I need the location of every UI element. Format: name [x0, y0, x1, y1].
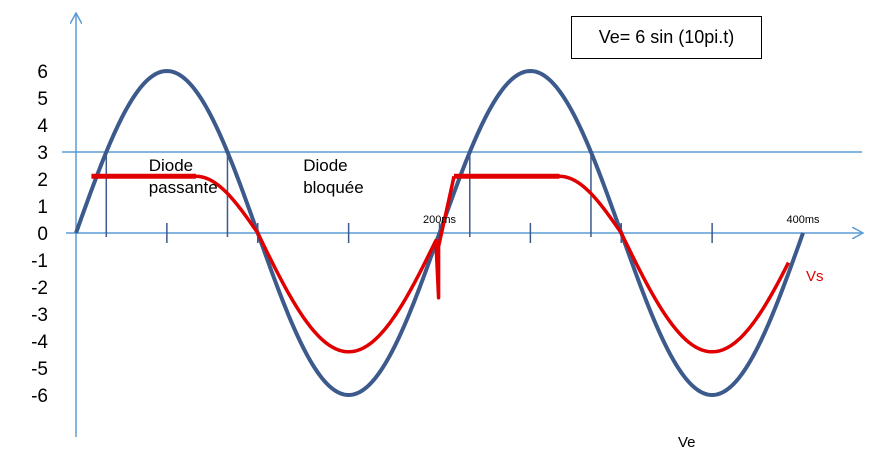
- y-tick-labels: 6 5 4 3 2 1 0 -1 -2 -3 -4 -5 -6: [31, 62, 48, 407]
- y-tick-label: 3: [37, 143, 48, 164]
- vs-line-cycle-1: [91, 174, 456, 354]
- vs-line-cycle-2: [454, 174, 791, 354]
- y-tick-label: 1: [37, 197, 48, 218]
- y-tick-label: -4: [31, 332, 48, 353]
- y-tick-label: -1: [31, 251, 48, 272]
- annotation: Diode passante: [149, 156, 218, 197]
- axes: [66, 14, 862, 437]
- annotations: Diode passante Diode bloquée: [149, 156, 364, 197]
- formula-box: Ve= 6 sin (10pi.t): [571, 16, 762, 59]
- y-tick-label: -3: [31, 305, 48, 326]
- vs-series-label: Vs: [806, 268, 824, 285]
- x-tick-label: 400ms: [786, 214, 820, 226]
- y-tick-label: -2: [31, 278, 48, 299]
- series-labels: Vs Ve: [678, 268, 824, 451]
- ve-series-label: Ve: [678, 434, 696, 451]
- y-tick-label: 2: [37, 170, 48, 191]
- y-tick-label: -6: [31, 386, 48, 407]
- y-tick-label: 4: [37, 116, 48, 137]
- annotation: Diode bloquée: [303, 156, 364, 197]
- series-layer: [74, 69, 805, 397]
- ve-line: [74, 69, 805, 397]
- y-tick-label: -5: [31, 359, 48, 380]
- y-tick-label: 0: [37, 224, 48, 245]
- x-tick-label: 200ms: [423, 214, 457, 226]
- x-tick-labels: 200ms 400ms: [423, 214, 820, 226]
- formula-text: Ve= 6 sin (10pi.t): [598, 27, 735, 47]
- y-tick-label: 5: [37, 89, 48, 110]
- y-tick-label: 6: [37, 62, 48, 83]
